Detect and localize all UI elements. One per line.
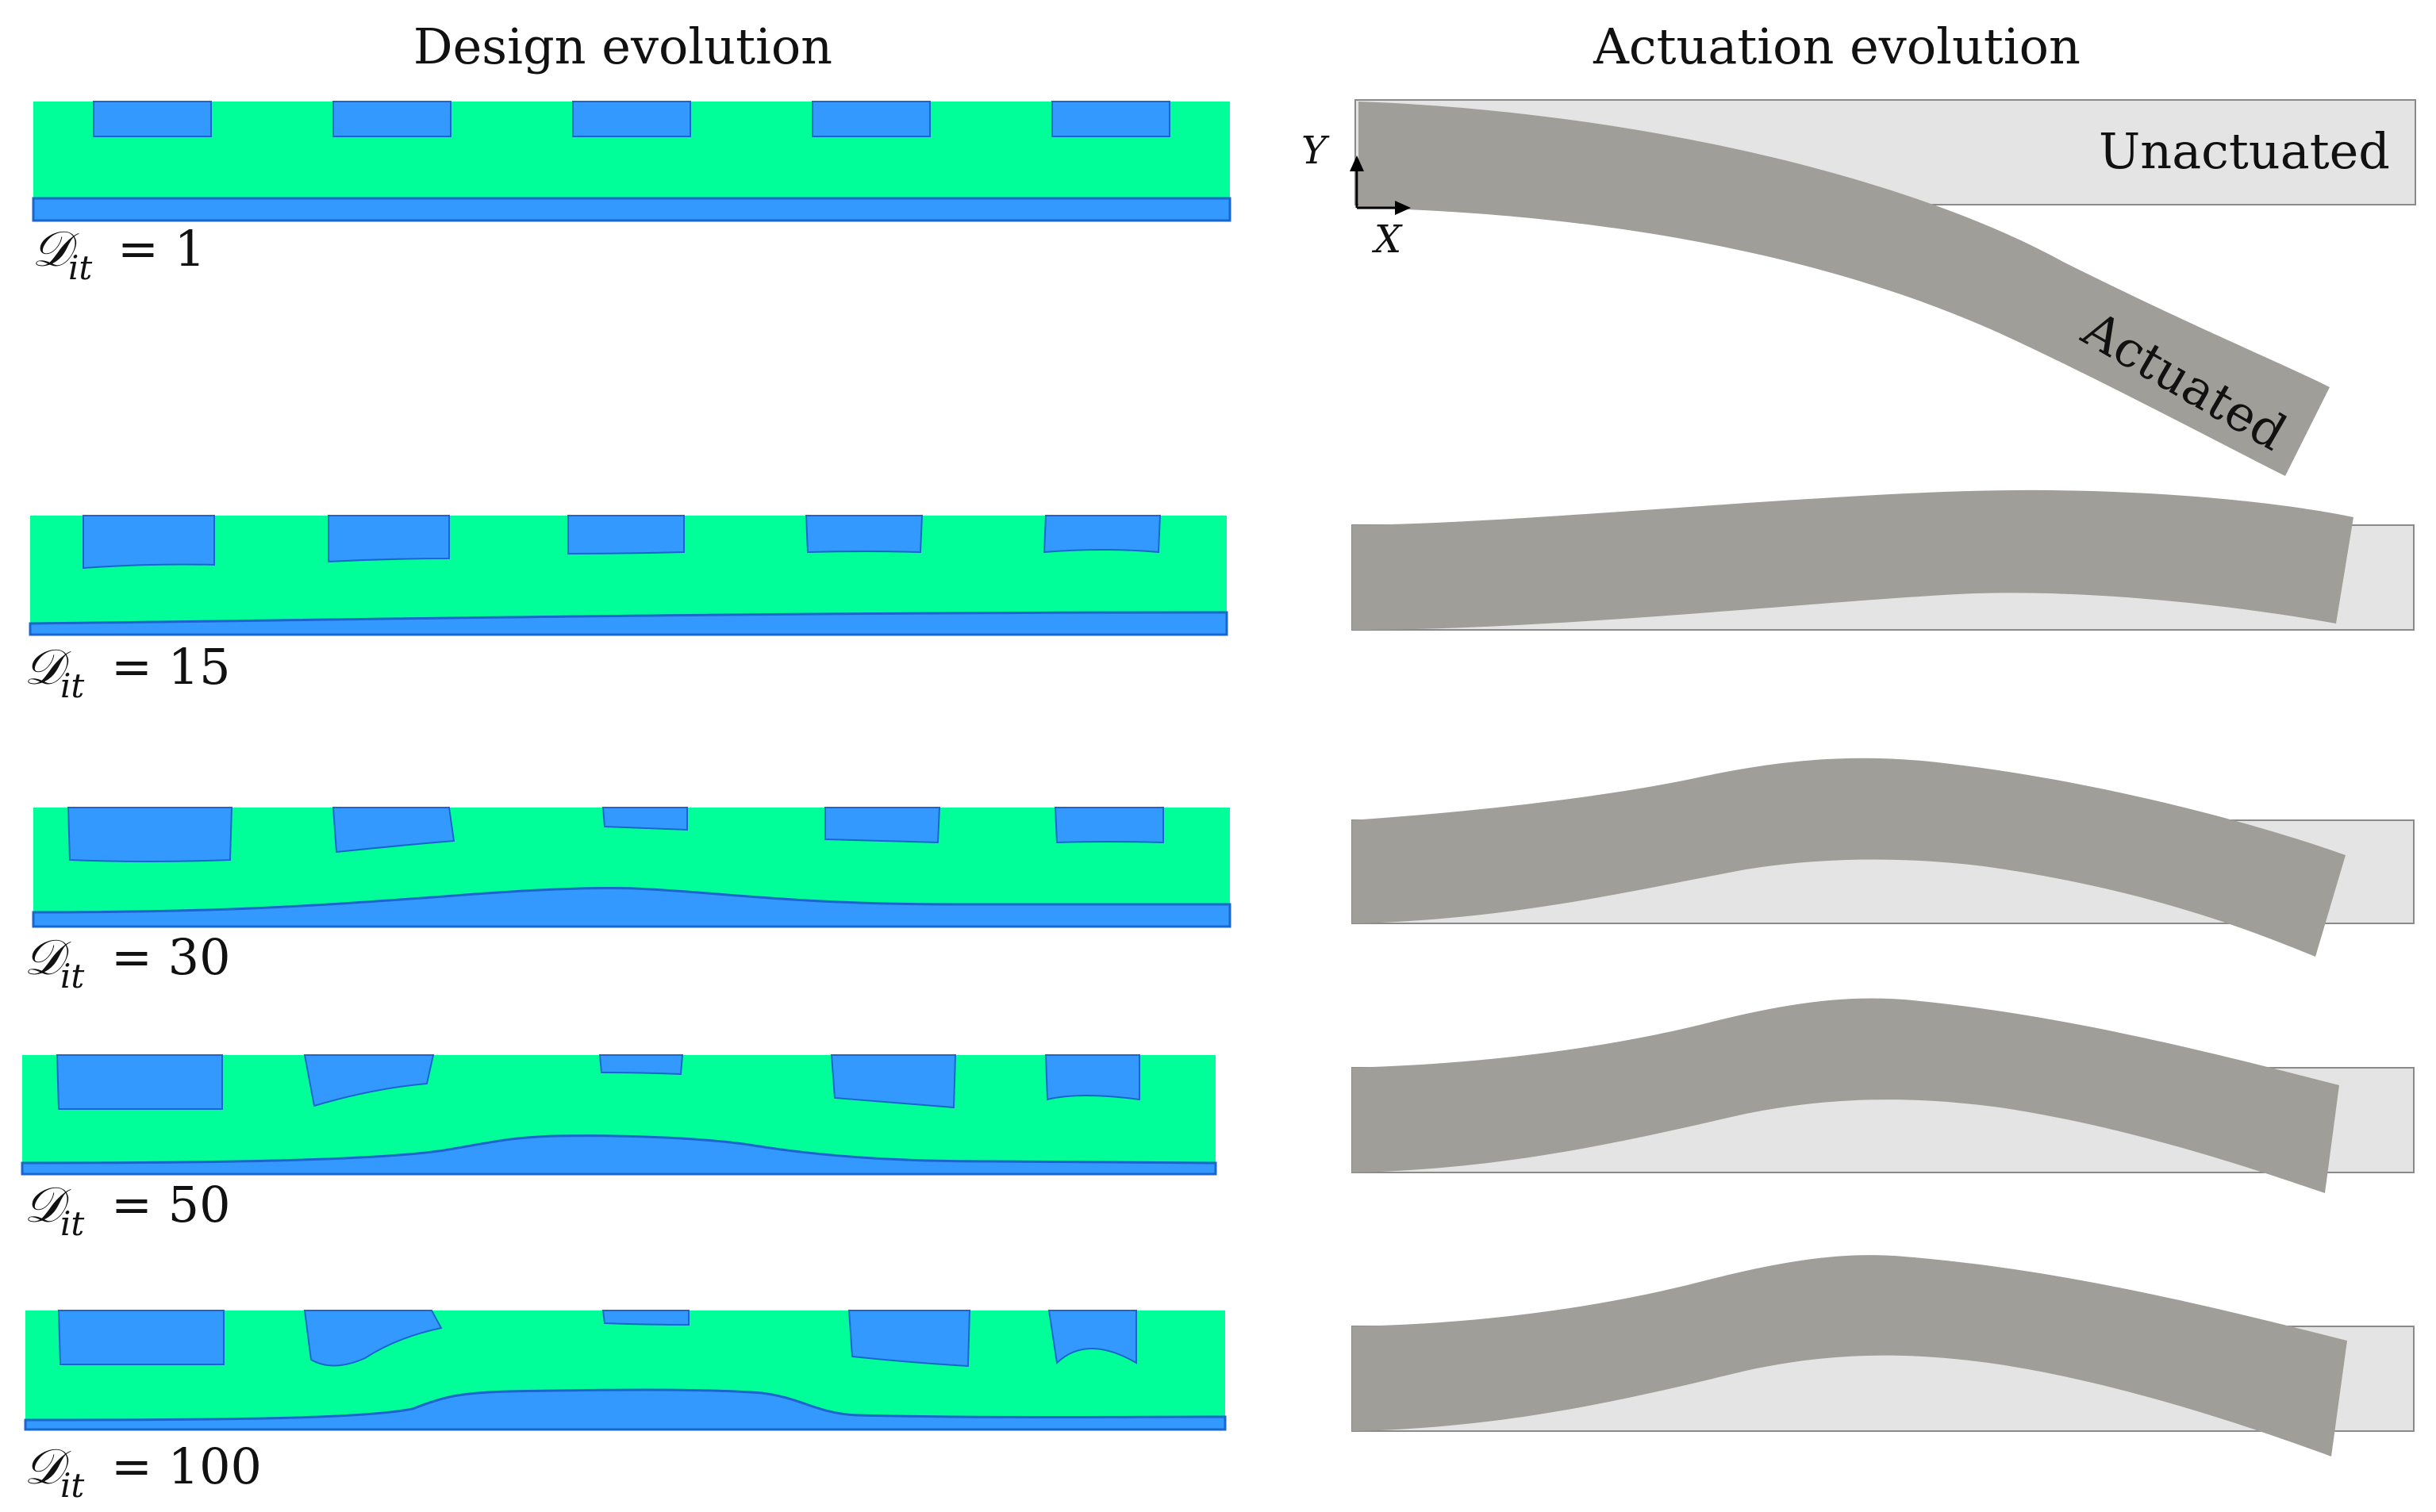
- inclusion: [830, 1054, 957, 1109]
- design-evolution-header: Design evolution: [413, 17, 832, 75]
- actuation-panel-it100: [1351, 1255, 2415, 1456]
- actuation-panel-it1: Unactuated Actuated Y X: [1301, 99, 2416, 476]
- actuated-shape: [1352, 758, 2346, 957]
- inclusion: [812, 101, 931, 137]
- iteration-label-it30: 𝒟 it = 30: [24, 928, 231, 996]
- bottom-layer: [24, 1388, 1227, 1431]
- inclusion: [598, 1054, 684, 1076]
- inclusion: [1051, 101, 1170, 137]
- y-axis-arrow-icon: [1350, 155, 1364, 171]
- label-subscript: it: [60, 957, 84, 996]
- inclusion: [847, 1310, 971, 1368]
- inclusion: [1044, 1054, 1140, 1101]
- actuation-evolution-header: Actuation evolution: [1593, 17, 2081, 75]
- design-panel-it1: [32, 101, 1231, 222]
- actuation-panel-it15: [1351, 489, 2415, 631]
- inclusion: [303, 1310, 443, 1367]
- label-value: = 100: [111, 1437, 262, 1495]
- axis-triad: Y X: [1301, 129, 1411, 262]
- bottom-layer: [32, 197, 1231, 222]
- bottom-layer: [29, 611, 1228, 636]
- inclusion: [1054, 807, 1164, 844]
- label-subscript: it: [68, 248, 92, 287]
- inclusion: [572, 101, 691, 137]
- inclusion: [601, 1310, 690, 1326]
- label-subscript: it: [60, 1204, 84, 1243]
- label-value: = 15: [111, 638, 231, 696]
- design-panel-it100: [24, 1310, 1227, 1431]
- iteration-label-it15: 𝒟 it = 15: [24, 638, 231, 705]
- iteration-label-it1: 𝒟 it = 1: [32, 220, 206, 287]
- actuated-shape: [1352, 1255, 2347, 1456]
- inclusion: [332, 807, 455, 854]
- label-subscript: it: [60, 1466, 84, 1505]
- actuation-panel-it30: [1351, 758, 2415, 957]
- actuated-shape: [1358, 102, 2330, 476]
- iteration-label-it50: 𝒟 it = 50: [24, 1176, 231, 1243]
- inclusion: [567, 515, 685, 555]
- inclusion: [67, 807, 233, 862]
- y-axis-label: Y: [1301, 129, 1330, 173]
- inclusion: [328, 515, 450, 563]
- design-panel-it15: [29, 515, 1228, 636]
- actuated-shape: [1352, 998, 2339, 1193]
- label-value: = 50: [111, 1176, 231, 1234]
- design-panel-it50: [21, 1054, 1217, 1176]
- inclusion: [56, 1054, 223, 1110]
- bottom-layer: [21, 1134, 1217, 1176]
- iteration-label-it100: 𝒟 it = 100: [24, 1437, 262, 1505]
- inclusion: [57, 1310, 225, 1365]
- design-panel-it30: [32, 807, 1231, 928]
- inclusion: [83, 515, 215, 570]
- inclusion: [601, 807, 688, 831]
- bottom-layer: [32, 886, 1231, 928]
- inclusion: [805, 515, 924, 554]
- label-value: = 30: [111, 928, 231, 986]
- label-subscript: it: [60, 666, 84, 705]
- inclusion: [332, 101, 451, 137]
- label-value: = 1: [117, 220, 206, 278]
- inclusion: [93, 101, 212, 137]
- actuation-panel-it50: [1351, 998, 2415, 1193]
- inclusion: [824, 807, 941, 844]
- inclusion: [303, 1054, 435, 1107]
- actuated-shape: [1352, 489, 2353, 630]
- x-axis-label: X: [1371, 217, 1403, 262]
- unactuated-label: Unactuated: [2099, 122, 2390, 180]
- inclusion: [1047, 1310, 1137, 1365]
- x-axis-arrow-icon: [1395, 201, 1411, 215]
- inclusion: [1043, 515, 1162, 554]
